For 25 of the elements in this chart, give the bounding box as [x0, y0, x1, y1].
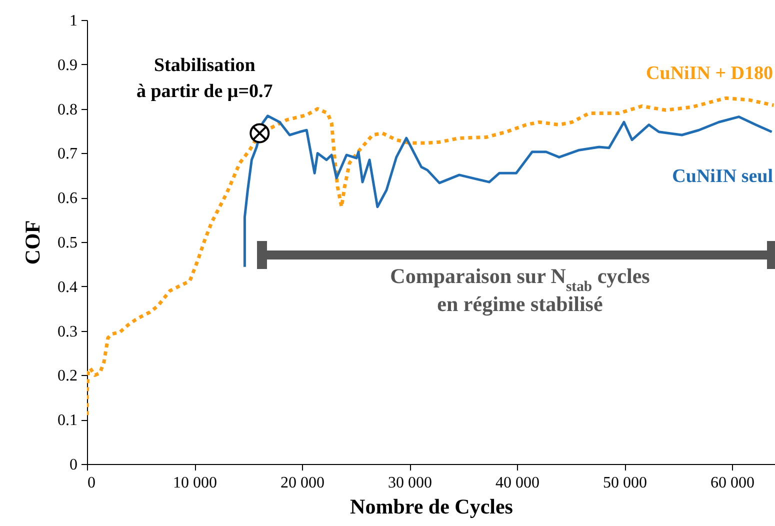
- y-tick-label: 0.5: [58, 234, 78, 252]
- y-tick-label: 1: [70, 12, 78, 30]
- x-tick-label: 60 000: [710, 474, 754, 492]
- x-tick-label: 0: [88, 474, 96, 492]
- annotation: Comparaison sur N$_{stab}$ cycles en régime stabilisé: [390, 264, 650, 316]
- y-axis-title: COF: [20, 220, 44, 265]
- y-tick-label: 0.3: [58, 323, 78, 340]
- line-series: [243, 114, 774, 268]
- y-tick-label: 0.9: [58, 56, 78, 74]
- series-label: CuNiIN seul: [672, 166, 773, 187]
- x-tick-label: 20 000: [280, 474, 324, 492]
- y-tick-label: 0.1: [58, 412, 78, 430]
- series-label: CuNiIN + D180: [646, 63, 773, 84]
- annotation: Stabilisation à partir de μ=0.7: [136, 55, 274, 102]
- x-tick-label: 10 000: [173, 474, 217, 492]
- x-tick-label: 40 000: [496, 474, 540, 492]
- y-tick-label: 0.2: [58, 368, 78, 385]
- x-tick-label: 30 000: [388, 474, 432, 492]
- y-tick-label: 0.7: [58, 146, 78, 163]
- y-tick-label: 0: [70, 456, 78, 474]
- x-axis-title: Nombre de Cycles: [350, 494, 513, 518]
- y-tick-label: 0.6: [58, 190, 78, 208]
- y-tick-label: 0.8: [58, 101, 78, 118]
- y-tick-label: 0.4: [58, 278, 78, 296]
- x-tick-label: 50 000: [603, 474, 647, 492]
